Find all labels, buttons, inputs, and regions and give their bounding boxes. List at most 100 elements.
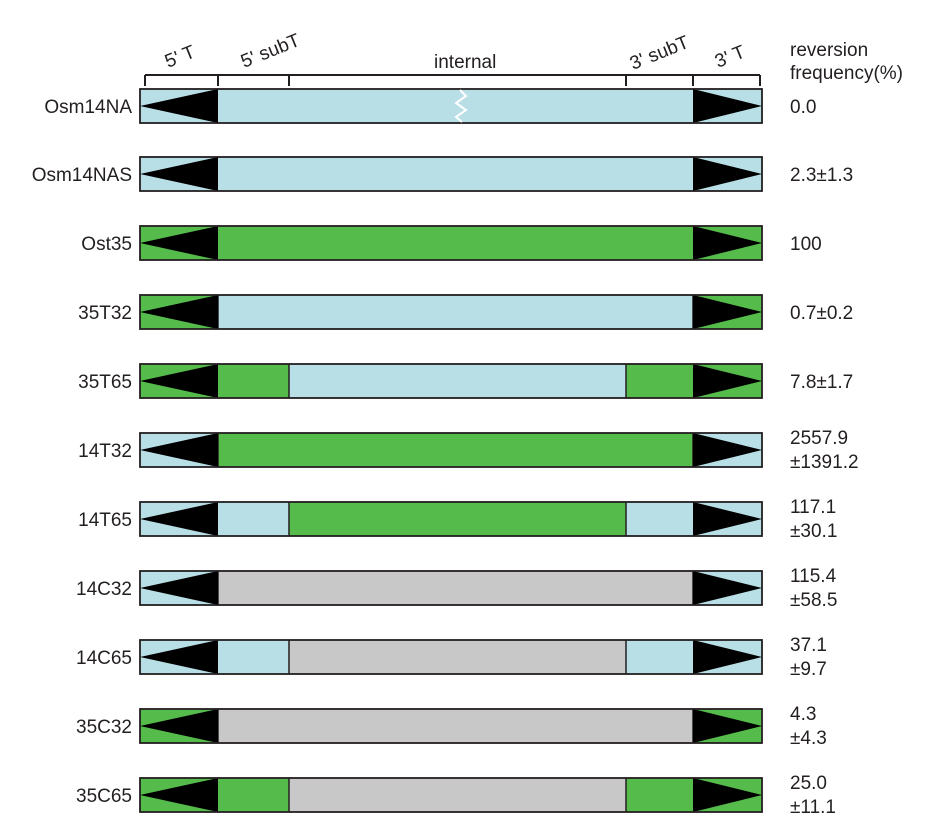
construct-name: 35T32 xyxy=(78,303,132,324)
construct-outline xyxy=(139,88,763,124)
construct-outline xyxy=(139,294,763,330)
reversion-error: ±1391.2 xyxy=(790,452,859,473)
left-terminal-arrow xyxy=(140,778,218,812)
construct-name: Osm14NA xyxy=(44,97,132,118)
right-terminal-arrow xyxy=(693,571,762,605)
region-label-5subt: 5' subT xyxy=(238,30,303,73)
segment-fill xyxy=(289,364,626,398)
reversion-value: 100 xyxy=(790,234,822,255)
construct-outline xyxy=(139,777,763,813)
segment-fill xyxy=(289,157,626,191)
construct-name: 14C65 xyxy=(76,648,132,669)
construct-outline xyxy=(139,501,763,537)
construct-row: 14T65 117.1 ±30.1 xyxy=(78,497,837,542)
construct-outline xyxy=(139,156,763,192)
construct-name: Osm14NAS xyxy=(32,165,132,186)
construct-name: Ost35 xyxy=(81,234,132,255)
construct-name: 14T65 xyxy=(78,510,132,531)
region-label-internal: internal xyxy=(434,52,496,73)
left-terminal-arrow xyxy=(140,709,218,743)
reversion-value: 37.1 xyxy=(790,635,827,656)
segment-fill xyxy=(289,295,626,329)
segment-fill xyxy=(218,571,289,605)
segment-fill xyxy=(626,502,693,536)
segment-fill xyxy=(289,502,626,536)
reversion-error: ±4.3 xyxy=(790,728,827,749)
value-column-title-line2: frequency(%) xyxy=(790,63,903,84)
reversion-value: 117.1 xyxy=(790,497,836,518)
construct-row: 35C32 4.3 ±4.3 xyxy=(76,704,827,749)
reversion-error: ±58.5 xyxy=(790,590,837,611)
segment-fill xyxy=(626,226,693,260)
segment-fill xyxy=(626,571,693,605)
left-terminal-arrow xyxy=(140,157,218,191)
left-terminal-arrow xyxy=(140,89,218,123)
segment-fill xyxy=(626,778,693,812)
region-label-3t: 3' T xyxy=(712,42,749,73)
segment-fill xyxy=(218,433,289,467)
segment-fill xyxy=(626,295,693,329)
right-terminal-arrow xyxy=(693,89,762,123)
right-terminal-arrow xyxy=(693,364,762,398)
segment-fill xyxy=(218,709,289,743)
segment-fill xyxy=(626,89,693,123)
construct-row: 35T65 7.8±1.7 xyxy=(78,363,853,399)
segment-fill xyxy=(289,571,626,605)
segment-fill xyxy=(289,640,626,674)
construct-row: Osm14NA 0.0 xyxy=(44,88,816,124)
reversion-value: 0.7±0.2 xyxy=(790,303,853,324)
construct-outline xyxy=(139,363,763,399)
segment-fill xyxy=(626,433,693,467)
construct-outline xyxy=(139,570,763,606)
segment-fill xyxy=(218,157,289,191)
segment-fill xyxy=(289,709,626,743)
segment-fill xyxy=(289,226,626,260)
segment-fill xyxy=(218,640,289,674)
left-terminal-arrow xyxy=(140,433,218,467)
reversion-value: 115.4 xyxy=(790,566,837,587)
construct-row: 14C65 37.1 ±9.7 xyxy=(76,635,827,680)
reversion-value: 2557.9 xyxy=(790,428,848,449)
segment-fill xyxy=(218,295,289,329)
construct-name: 14T32 xyxy=(78,441,132,462)
construct-row: Ost35 100 xyxy=(81,225,822,261)
reversion-value: 25.0 xyxy=(790,773,827,794)
construct-row: 14C32 115.4 ±58.5 xyxy=(76,566,837,611)
segment-fill xyxy=(289,433,626,467)
value-column-title-line1: reversion xyxy=(790,40,868,61)
break-mark xyxy=(454,89,468,123)
right-terminal-arrow xyxy=(693,778,762,812)
construct-row: Osm14NAS 2.3±1.3 xyxy=(32,156,853,192)
right-terminal-arrow xyxy=(693,157,762,191)
reversion-value: 0.0 xyxy=(790,97,816,118)
construct-name: 14C32 xyxy=(76,579,132,600)
segment-fill xyxy=(289,778,626,812)
right-terminal-arrow xyxy=(693,502,762,536)
reversion-value: 4.3 xyxy=(790,704,816,725)
segment-fill xyxy=(626,157,693,191)
region-scale: 5' T 5' subT internal 3' subT 3' T xyxy=(144,30,761,86)
construct-row: 14T32 2557.9 ±1391.2 xyxy=(78,428,858,473)
construct-name: 35C32 xyxy=(76,717,132,738)
construct-outline xyxy=(139,708,763,744)
construct-outline xyxy=(139,225,763,261)
reversion-error: ±9.7 xyxy=(790,659,827,680)
right-terminal-arrow xyxy=(693,709,762,743)
right-terminal-arrow xyxy=(693,640,762,674)
construct-row: 35T32 0.7±0.2 xyxy=(78,294,853,330)
construct-row: 35C65 25.0 ±11.1 xyxy=(76,773,836,818)
segment-fill xyxy=(218,502,289,536)
segment-fill xyxy=(218,364,289,398)
segment-fill xyxy=(626,640,693,674)
left-terminal-arrow xyxy=(140,640,218,674)
region-label-3subt: 3' subT xyxy=(627,32,692,75)
reversion-error: ±11.1 xyxy=(790,797,836,818)
left-terminal-arrow xyxy=(140,571,218,605)
segment-fill xyxy=(218,89,289,123)
reversion-value: 7.8±1.7 xyxy=(790,372,853,393)
left-terminal-arrow xyxy=(140,364,218,398)
segment-fill xyxy=(218,226,289,260)
reversion-value: 2.3±1.3 xyxy=(790,165,853,186)
right-terminal-arrow xyxy=(693,433,762,467)
